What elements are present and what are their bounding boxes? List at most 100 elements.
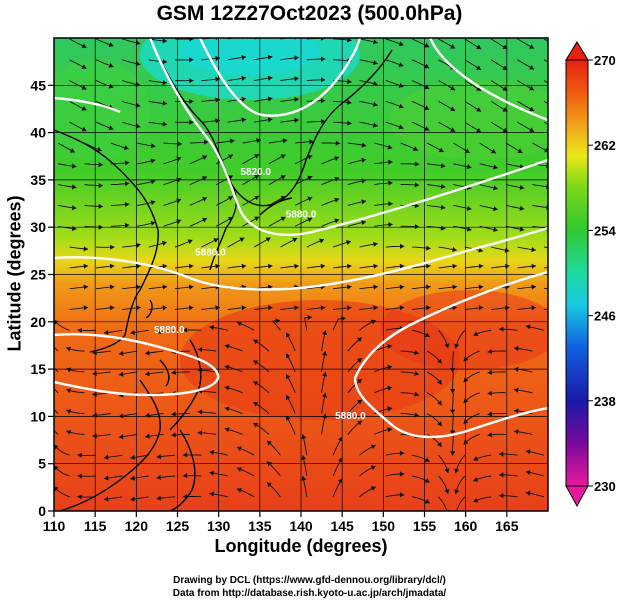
stream-arrowhead (466, 164, 472, 170)
stream-arrowhead (227, 217, 233, 222)
colorbar-label: 230 (594, 479, 616, 494)
stream-arrowhead (98, 224, 103, 230)
map-title: GSM 12Z27Oct2023 (500.0hPa) (156, 2, 463, 25)
stream-arrowhead (294, 305, 299, 311)
stream-arrowhead (556, 85, 561, 90)
map-grid (54, 38, 548, 511)
stream-arrowhead (473, 331, 479, 337)
stream-arrowhead (92, 433, 97, 439)
stream-arrowhead (487, 411, 493, 417)
stream-arrowhead (109, 284, 115, 290)
stream-arrowhead (135, 61, 141, 67)
stream-arrowhead (301, 476, 307, 481)
stream-arrowhead (66, 346, 72, 352)
credits: Drawing by DCL (https://www.gfd-dennou.o… (0, 574, 619, 600)
stream-arrowhead (224, 364, 230, 370)
streamline (543, 308, 548, 310)
stream-arrowhead (209, 324, 215, 331)
stream-arrowhead (322, 371, 328, 377)
stream-arrowhead (176, 177, 182, 183)
stream-arrowhead (294, 117, 299, 123)
stream-arrowhead (357, 337, 362, 343)
stream-arrowhead (399, 492, 405, 498)
credit-data: Data from http://database.rish.kyoto-u.a… (172, 588, 447, 599)
stream-arrowhead (202, 176, 208, 181)
stream-arrowhead (98, 162, 103, 168)
stream-arrowhead (241, 263, 247, 269)
stream-arrowhead (334, 218, 340, 224)
stream-arrowhead (294, 76, 299, 82)
stream-arrowhead (215, 305, 220, 311)
x-tick-label: 110 (43, 518, 66, 534)
stream-arrowhead (387, 343, 393, 350)
stream-arrowhead (71, 163, 77, 169)
stream-arrowhead (236, 321, 242, 327)
stream-arrowhead (176, 156, 182, 162)
y-tick-label: 10 (30, 408, 46, 424)
stream-arrowhead (399, 305, 405, 311)
stream-arrowhead (463, 439, 469, 445)
x-tick-label: 120 (125, 518, 149, 534)
stream-arrowhead (213, 238, 219, 243)
x-tick-label: 125 (166, 518, 190, 534)
streamline (54, 346, 59, 352)
y-axis-label: Latitude (degrees) (4, 195, 25, 352)
stream-arrowhead (502, 107, 508, 112)
stream-arrowhead (307, 175, 313, 181)
stream-arrowhead (440, 163, 446, 169)
stream-arrowhead (450, 451, 456, 456)
stream-arrowhead (136, 242, 141, 248)
stream-arrowhead (493, 226, 498, 232)
stream-arrowhead (236, 446, 242, 452)
height-contours (54, 38, 548, 439)
stream-arrowhead (556, 43, 561, 48)
stream-arrowhead (525, 324, 531, 330)
stream-arrowhead (98, 203, 103, 209)
stream-arrowhead (346, 239, 351, 245)
x-tick-label: 155 (413, 518, 437, 534)
stream-arrowhead (176, 198, 182, 204)
stream-arrowhead (499, 493, 504, 499)
stream-arrowhead (215, 263, 220, 269)
stream-arrowhead (414, 350, 419, 356)
stream-arrowhead (514, 429, 519, 435)
stream-arrowhead (424, 332, 430, 337)
stream-arrowhead (280, 175, 286, 180)
streamline (54, 408, 59, 414)
stream-arrowhead (452, 246, 457, 252)
stream-arrowhead (286, 374, 291, 380)
stream-arrowhead (450, 409, 456, 415)
stream-arrowhead (440, 183, 446, 190)
colorbar-label: 262 (594, 138, 616, 153)
streamlines (54, 38, 561, 511)
stream-arrowhead (450, 430, 456, 435)
stream-arrowhead (437, 441, 442, 447)
stream-arrowhead (556, 64, 561, 69)
x-axis-label: Longitude (degrees) (214, 536, 388, 556)
stream-arrowhead (399, 450, 405, 456)
stream-arrowhead (241, 96, 247, 102)
stream-arrowhead (124, 181, 130, 187)
stream-arrowhead (504, 247, 510, 253)
y-tick-label: 15 (30, 361, 46, 377)
stream-arrowhead (387, 385, 393, 391)
stream-arrowhead (145, 371, 150, 377)
stream-arrowhead (294, 96, 299, 103)
stream-arrowhead (373, 284, 378, 290)
stream-arrowhead (241, 75, 247, 81)
stream-arrowhead (292, 237, 298, 243)
stream-arrowhead (215, 97, 220, 103)
y-tick-label: 20 (30, 314, 46, 330)
stream-arrowhead (529, 64, 535, 70)
stream-arrowhead (493, 206, 498, 212)
stream-arrowhead (517, 148, 523, 153)
stream-arrowhead (398, 82, 404, 88)
stream-arrowhead (361, 220, 367, 226)
stream-arrowhead (145, 350, 150, 356)
stream-arrowhead (478, 263, 484, 269)
y-tick-label: 5 (38, 456, 46, 472)
stream-arrowhead (118, 434, 124, 440)
stream-arrowhead (307, 314, 312, 321)
stream-arrowhead (171, 411, 176, 417)
stream-arrowhead (320, 118, 326, 125)
